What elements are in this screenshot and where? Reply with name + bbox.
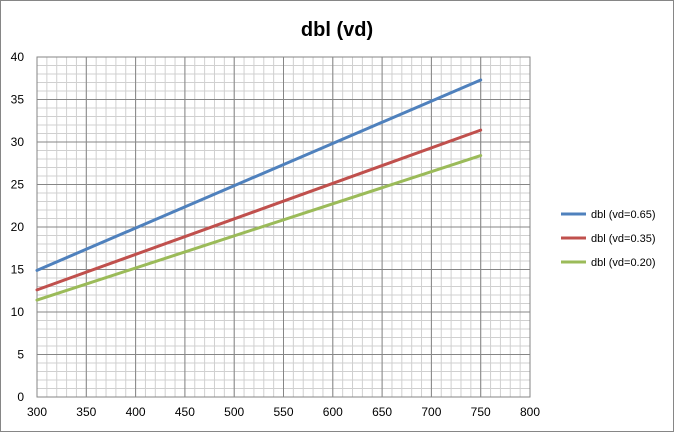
series-line-2 [35,128,483,292]
y-tick-label: 40 [11,50,25,64]
y-tick-label: 5 [17,348,24,362]
x-tick-label: 500 [224,405,244,419]
legend-label-2: dbl (vd=0.35) [591,233,656,245]
y-tick-label: 20 [11,220,25,234]
x-tick-label: 700 [421,405,441,419]
x-tick-label: 650 [372,405,392,419]
x-tick-label: 350 [76,405,96,419]
chart-title: dbl (vd) [301,19,373,41]
y-axis: 0 5 10 15 20 25 30 35 40 [11,50,25,404]
y-tick-label: 30 [11,135,25,149]
legend-label-1: dbl (vd=0.65) [591,209,656,221]
y-tick-label: 25 [11,178,25,192]
series-layer [35,78,483,302]
x-tick-label: 550 [273,405,293,419]
y-tick-label: 0 [17,390,24,404]
plot-area [35,56,531,398]
y-tick-label: 15 [11,263,25,277]
legend: dbl (vd=0.65) dbl (vd=0.35) dbl (vd=0.20) [561,209,656,269]
plot-border [36,56,531,398]
series-line-1 [35,78,483,272]
x-tick-label: 750 [471,405,491,419]
x-tick-label: 600 [323,405,343,419]
x-tick-label: 300 [27,405,47,419]
x-tick-label: 800 [520,405,540,419]
legend-label-3: dbl (vd=0.20) [591,257,656,269]
series-line-3 [35,154,483,302]
y-tick-label: 35 [11,93,25,107]
y-tick-label: 10 [11,305,25,319]
x-tick-label: 450 [175,405,195,419]
major-gridlines [36,56,531,398]
x-tick-label: 400 [126,405,146,419]
x-axis: 300 350 400 450 500 550 600 650 700 750 800 [27,405,540,419]
